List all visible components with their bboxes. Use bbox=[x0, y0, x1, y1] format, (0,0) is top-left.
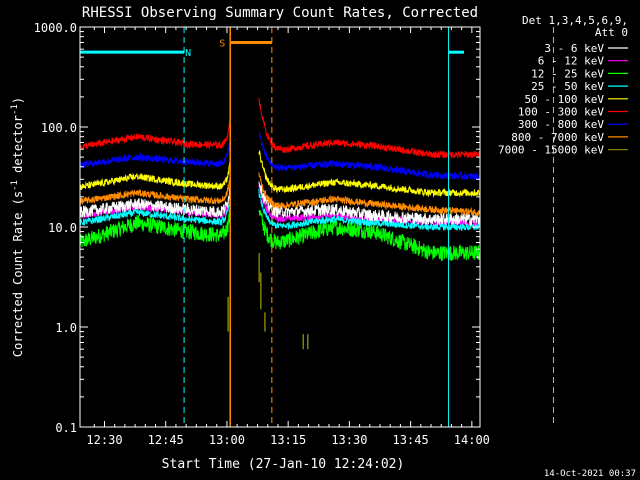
observing-flags: NS bbox=[80, 38, 464, 59]
series-line-3-6-keV-a bbox=[79, 187, 231, 218]
chart-title: RHESSI Observing Summary Count Rates, Co… bbox=[82, 5, 478, 21]
sparse-points bbox=[227, 252, 309, 350]
footer-timestamp: 14-Oct-2021 00:37 bbox=[544, 469, 636, 479]
series-curves bbox=[79, 97, 481, 261]
x-tick-label-14:00: 14:00 bbox=[454, 433, 490, 447]
series-line-300-800-keV-a bbox=[79, 141, 231, 169]
series-line-100-300-keV-a bbox=[79, 119, 231, 150]
y-tick-label-1.0: 1.0 bbox=[55, 321, 77, 335]
series-line-100-300-keV-b bbox=[258, 97, 481, 159]
y-tick-label-100.0: 100.0 bbox=[41, 121, 77, 135]
legend-label-3: 25 - 50 keV bbox=[531, 80, 604, 93]
x-axis-label: Start Time (27-Jan-10 12:24:02) bbox=[162, 457, 405, 472]
legend-label-4: 50 - 100 keV bbox=[525, 93, 605, 106]
legend-label-7: 800 - 7000 keV bbox=[511, 131, 604, 144]
legend-label-0: 3 - 6 keV bbox=[544, 42, 604, 55]
y-tick-label-1000.0: 1000.0 bbox=[34, 21, 77, 35]
legend-label-6: 300 - 800 keV bbox=[518, 118, 604, 131]
series-line-25-50-keV-b bbox=[258, 188, 481, 232]
legend-label-2: 12 - 25 keV bbox=[531, 67, 604, 80]
x-tick-label-13:00: 13:00 bbox=[209, 433, 245, 447]
y-tick-label-0.1: 0.1 bbox=[55, 421, 77, 435]
x-tick-label-13:45: 13:45 bbox=[393, 433, 429, 447]
y-axis-label: Corrected Count Rate (s-1 detector-1) bbox=[10, 97, 25, 357]
flag-label-S: S bbox=[219, 38, 225, 49]
x-tick-label-12:30: 12:30 bbox=[86, 433, 122, 447]
series-line-3-6-keV-b bbox=[258, 181, 481, 227]
series-line-50-100-keV-b bbox=[258, 150, 480, 198]
series-line-12-25-keV-a bbox=[79, 208, 231, 248]
series-line-25-50-keV-a bbox=[79, 200, 231, 226]
flag-label-N: N bbox=[185, 48, 191, 59]
x-tick-label-13:15: 13:15 bbox=[270, 433, 306, 447]
legend-label-5: 100 - 300 keV bbox=[518, 106, 604, 119]
x-tick-label-13:30: 13:30 bbox=[331, 433, 367, 447]
legend-header-0: Det 1,3,4,5,6,9, bbox=[522, 14, 628, 27]
y-tick-label-10.0: 10.0 bbox=[48, 221, 77, 235]
legend-label-1: 6 - 12 keV bbox=[538, 55, 605, 68]
x-tick-label-12:45: 12:45 bbox=[148, 433, 184, 447]
legend-header-1: Att 0 bbox=[595, 26, 628, 39]
series-line-800-7000-keV-b bbox=[258, 172, 481, 217]
legend-label-8: 7000 - 15000 keV bbox=[498, 144, 604, 157]
series-line-300-800-keV-b bbox=[258, 131, 481, 181]
y-axis: 1000.0 100.0 10.0 1.0 0.1 bbox=[34, 21, 480, 435]
series-line-50-100-keV-a bbox=[79, 161, 231, 191]
x-axis: 12:30 12:45 13:00 13:15 13:30 13:45 14:00 bbox=[86, 27, 490, 447]
series-line-12-25-keV-b bbox=[258, 210, 481, 261]
series-line-800-7000-keV-a bbox=[79, 178, 231, 205]
